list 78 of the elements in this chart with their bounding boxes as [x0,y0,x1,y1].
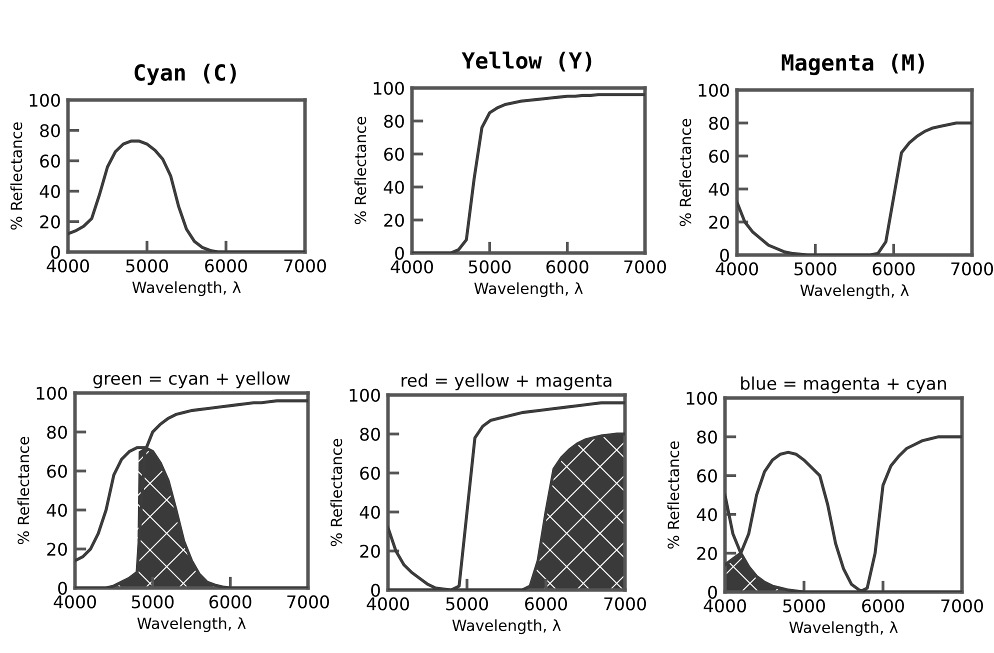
x-tick-label: 7000 [941,599,983,612]
y-tick-label: 100 [36,386,67,400]
y-tick-label: 40 [40,184,60,198]
x-tick-label: 6000 [209,595,252,608]
y-axis-title: % Reflectance [679,118,692,226]
y-tick-label: 80 [709,116,729,130]
x-axis-title: Wavelength, λ [452,619,561,634]
x-tick-label: 4000 [390,260,433,274]
y-tick-label: 80 [384,114,404,128]
x-tick-label: 6000 [205,259,247,272]
y-tick-label: 40 [696,508,717,522]
y-tick-label: 40 [360,506,380,519]
x-tick-label: 7000 [604,597,646,610]
y-tick-label: 0 [395,246,404,260]
x-tick-label: 4000 [704,599,746,612]
chart-title: Cyan (C) [134,64,236,86]
y-tick-label: 60 [47,464,67,478]
x-tick-label: 7000 [624,260,666,274]
x-axis-title: Wavelength, λ [132,281,241,296]
y-tick-label: 80 [360,428,380,441]
x-tick-label: 6000 [546,260,588,274]
y-tick-label: 0 [371,584,380,597]
chart-title: Magenta (M) [782,54,924,76]
y-tick-label: 20 [360,544,380,558]
y-tick-label: 0 [51,246,60,259]
x-tick-label: 5000 [794,262,836,276]
x-axis-title: Wavelength, λ [789,621,898,636]
x-tick-label: 7000 [287,595,329,608]
y-axis-title: % Reflectance [10,122,22,230]
y-tick-label: 0 [58,582,67,595]
x-axis-title: Wavelength, λ [800,284,909,300]
x-tick-label: 4000 [716,262,758,276]
x-tick-label: 5000 [126,259,168,272]
chart-title: blue = magenta + cyan [741,376,946,394]
y-tick-label: 100 [350,388,380,402]
y-axis-title: % Reflectance [17,436,30,544]
y-tick-label: 60 [40,154,60,168]
x-tick-label: 5000 [446,597,488,610]
x-tick-label: 7000 [284,259,326,272]
x-tick-label: 6000 [872,262,915,276]
chart-title: Yellow (Y) [462,52,592,72]
chart-title: red = yellow + magenta [402,373,612,390]
x-tick-label: 5000 [783,599,825,612]
x-tick-label: 6000 [862,599,904,612]
y-tick-label: 20 [384,214,404,227]
y-tick-label: 40 [384,180,404,194]
y-tick-label: 60 [709,150,729,163]
y-tick-label: 0 [708,586,717,599]
x-tick-label: 7000 [951,262,993,276]
y-tick-label: 40 [708,182,729,196]
y-tick-label: 100 [686,392,717,405]
y-tick-label: 20 [697,546,717,560]
y-tick-label: 80 [47,426,67,439]
y-tick-label: 20 [47,542,67,556]
y-tick-label: 80 [697,430,717,444]
x-tick-label: 4000 [366,597,409,610]
x-tick-label: 4000 [46,259,89,272]
chart-title: green = cyan + yellow [93,371,290,388]
y-tick-label: 0 [720,248,729,262]
x-axis-title: Wavelength, λ [474,282,583,298]
y-tick-label: 60 [384,148,404,161]
y-tick-label: 60 [697,469,717,482]
y-tick-label: 60 [360,466,380,480]
x-tick-label: 5000 [468,260,511,274]
x-tick-label: 5000 [132,595,174,608]
y-tick-label: 100 [698,84,729,97]
x-axis-title: Wavelength, λ [137,617,246,632]
y-axis-title: % Reflectance [330,438,342,546]
x-tick-label: 6000 [525,597,567,610]
y-tick-label: 40 [46,504,67,517]
y-tick-label: 100 [30,94,60,107]
y-tick-label: 20 [709,216,729,229]
y-tick-label: 100 [374,82,404,95]
x-tick-label: 4000 [54,595,96,608]
y-axis-title: % Reflectance [354,116,366,224]
y-axis-title: % Reflectance [667,441,680,549]
y-tick-label: 80 [40,124,60,138]
y-tick-label: 20 [40,215,60,228]
